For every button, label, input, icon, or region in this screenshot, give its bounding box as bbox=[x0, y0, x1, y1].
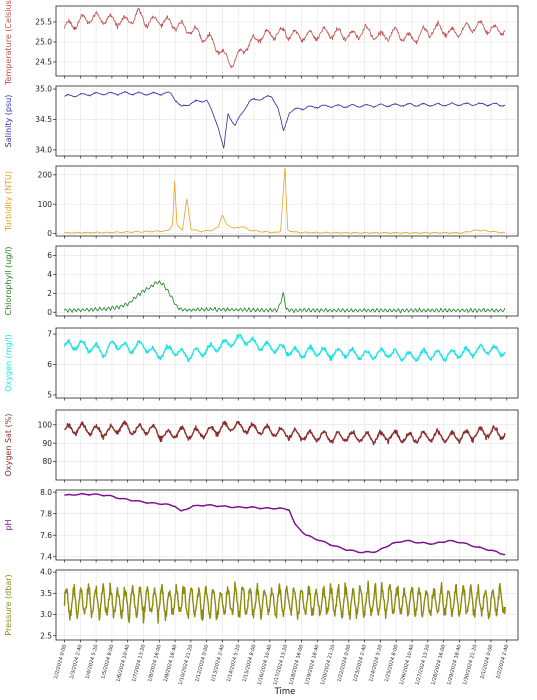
x-tick-label: 1/2/2024 0:00 bbox=[53, 644, 68, 680]
subplot-oxygen: 5 6 7 Oxygen (mg/l) bbox=[4, 327, 519, 401]
y-tick-label: 100 bbox=[38, 200, 53, 209]
axes-frame bbox=[55, 245, 519, 317]
y-tick-label: 100 bbox=[38, 420, 53, 429]
x-tick-label: 1/14/2024 5:20 bbox=[226, 644, 242, 683]
subplot-turbidity: 0 100 200 Turbidity (NTU) bbox=[4, 165, 519, 239]
x-tick-label: 1/10/2024 21:20 bbox=[178, 644, 195, 686]
y-tick-label: 7.4 bbox=[40, 552, 52, 561]
y-tick-label: 34.0 bbox=[35, 146, 52, 155]
x-tick-label: 2/1/2024 0:00 bbox=[479, 644, 494, 680]
y-tick-label: 25.0 bbox=[35, 38, 52, 47]
y-axis-label: Turbidity (NTU) bbox=[4, 171, 13, 232]
x-tick-label: 1/16/2024 10:40 bbox=[257, 644, 274, 686]
subplot-temperature: 24.5 25.0 25.5 Temperature (Celsius) bbox=[4, 0, 519, 86]
subplot-oxygen-sat: 80 90 100 Oxygen Sat (%) bbox=[4, 409, 519, 483]
subplot-chlorophyll: 0 2 4 6 Chlorophyll (ug/l) bbox=[4, 245, 519, 319]
x-tick-label: 1/28/2024 16:00 bbox=[430, 644, 447, 686]
y-tick-label: 0 bbox=[47, 229, 52, 238]
x-tick-label: 1/20/2024 21:20 bbox=[320, 644, 337, 686]
y-tick-label: 0 bbox=[47, 308, 52, 317]
series-line bbox=[64, 91, 506, 149]
y-tick-label: 25.5 bbox=[35, 18, 52, 27]
x-tick-label: 1/18/2024 16:00 bbox=[288, 644, 305, 686]
x-tick-label: 1/6/2024 10:40 bbox=[115, 644, 131, 683]
axes-frame bbox=[55, 569, 519, 641]
x-tick-label: 1/30/2024 21:20 bbox=[462, 644, 479, 686]
x-tick-label: 1/19/2024 18:40 bbox=[304, 644, 321, 686]
axes-frame bbox=[55, 165, 519, 237]
y-tick-label: 34.5 bbox=[35, 115, 52, 124]
y-axis-label: Oxygen (mg/l) bbox=[4, 334, 13, 391]
x-tick-label: 1/27/2024 13:20 bbox=[415, 644, 432, 686]
x-tick-label: 1/29/2024 18:40 bbox=[446, 644, 463, 686]
y-axis-label: Chlorophyll (ug/l) bbox=[4, 247, 13, 316]
x-tick-labels: 1/2/2024 0:00 1/3/2024 2:40 1/4/2024 5:20 1… bbox=[53, 644, 510, 686]
x-tick-label: 1/26/2024 10:40 bbox=[399, 644, 416, 686]
subplot-pressure: 2.5 3.0 3.5 4.0 Pressure (dbar) bbox=[4, 568, 519, 643]
subplot-salinity: 34.0 34.5 35.0 Salinity (psu) bbox=[4, 85, 519, 159]
x-tick-label: 1/24/2024 5:20 bbox=[368, 644, 384, 683]
axes-frame bbox=[55, 409, 519, 481]
y-axis-label: Oxygen Sat (%) bbox=[4, 414, 13, 477]
y-tick-label: 35.0 bbox=[35, 85, 52, 94]
y-tick-label: 6 bbox=[47, 251, 52, 260]
series-line bbox=[64, 420, 506, 446]
x-tick-label: 1/22/2024 0:00 bbox=[337, 644, 353, 683]
y-tick-label: 7.6 bbox=[40, 531, 52, 540]
x-tick-label: 1/9/2024 18:40 bbox=[163, 644, 179, 683]
y-tick-label: 8.0 bbox=[40, 488, 52, 497]
y-tick-label: 2.5 bbox=[40, 631, 52, 640]
series-line bbox=[63, 333, 506, 363]
y-tick-label: 2 bbox=[47, 289, 52, 298]
series-line bbox=[64, 167, 506, 234]
y-tick-label: 5 bbox=[47, 391, 52, 400]
y-axis-label: Pressure (dbar) bbox=[4, 574, 13, 635]
subplot-ph: 7.4 7.6 7.8 8.0 pH bbox=[4, 488, 519, 563]
y-tick-label: 24.5 bbox=[35, 58, 52, 67]
x-axis-label: Time bbox=[274, 687, 296, 697]
x-tick-label: 1/8/2024 16:00 bbox=[147, 644, 163, 683]
series-line bbox=[64, 492, 506, 556]
axes-frame bbox=[55, 327, 519, 399]
y-tick-label: 7 bbox=[47, 330, 52, 339]
y-tick-label: 3.0 bbox=[40, 610, 52, 619]
y-tick-label: 80 bbox=[42, 457, 52, 466]
x-tick-label: 2/2/2024 2:40 bbox=[495, 644, 510, 680]
x-tick-label: 1/4/2024 5:20 bbox=[85, 644, 100, 680]
x-tick-label: 1/15/2024 8:00 bbox=[242, 644, 258, 683]
y-axis-label: pH bbox=[4, 519, 13, 530]
y-axis-label: Salinity (psu) bbox=[4, 95, 13, 148]
y-axis-label: Temperature (Celsius) bbox=[4, 0, 13, 86]
x-tick-label: 1/25/2024 8:00 bbox=[384, 644, 400, 683]
y-tick-label: 4.0 bbox=[40, 568, 52, 577]
y-tick-label: 90 bbox=[42, 439, 52, 448]
y-tick-label: 3.5 bbox=[40, 589, 52, 598]
x-tick-label: 1/3/2024 2:40 bbox=[69, 644, 84, 680]
x-tick-label: 1/12/2024 0:00 bbox=[194, 644, 210, 683]
series-line bbox=[64, 7, 506, 69]
y-tick-label: 7.8 bbox=[40, 509, 52, 518]
axes-frame bbox=[55, 5, 519, 77]
axes-frame bbox=[55, 85, 519, 157]
x-tick-label: 1/13/2024 2:40 bbox=[210, 644, 226, 683]
x-tick-label: 1/23/2024 2:40 bbox=[352, 644, 368, 683]
series-line bbox=[64, 280, 506, 314]
x-tick-label: 1/17/2024 13:20 bbox=[273, 644, 290, 686]
y-tick-label: 6 bbox=[47, 360, 52, 369]
series-line bbox=[63, 580, 506, 624]
x-tick-label: 1/7/2024 13:20 bbox=[131, 644, 147, 683]
y-tick-label: 200 bbox=[38, 170, 53, 179]
x-tick-label: 1/5/2024 8:00 bbox=[100, 644, 115, 680]
y-tick-label: 4 bbox=[47, 270, 52, 279]
axes-frame bbox=[55, 489, 519, 561]
